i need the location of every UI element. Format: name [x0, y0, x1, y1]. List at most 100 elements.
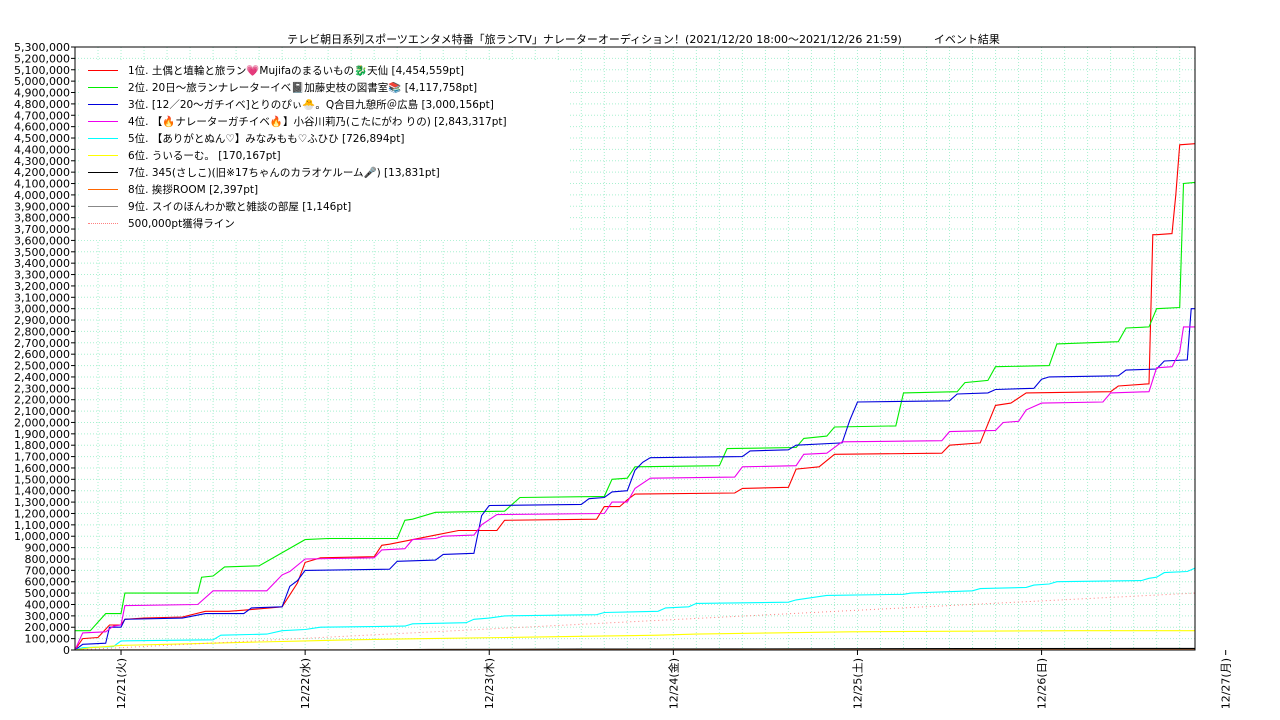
y-tick-label: 4,700,000: [14, 109, 70, 122]
y-tick-label: 1,100,000: [14, 519, 70, 532]
y-tick-label: 3,700,000: [14, 223, 70, 236]
y-tick-label: 2,400,000: [14, 371, 70, 384]
y-tick-label: 2,300,000: [14, 382, 70, 395]
legend-entry: 7位. 345(さしこ)(旧※17ちゃんのカラオケルーム🎤) [13,831pt…: [88, 164, 440, 181]
y-tick-label: 3,900,000: [14, 200, 70, 213]
legend-label: 6位. ういるーむ。 [170,167pt]: [128, 150, 281, 162]
legend-entry: 8位. 挨拶ROOM [2,397pt]: [88, 181, 258, 198]
y-tick-label: 5,300,000: [14, 41, 70, 54]
legend-entry: 4位. 【🔥ナレーターガチイベ🔥】小谷川莉乃(こたにがわ りの) [2,843,…: [88, 113, 507, 130]
legend-entry: 500,000pt獲得ライン: [88, 215, 235, 232]
y-tick-label: 4,100,000: [14, 178, 70, 191]
y-tick-label: 5,200,000: [14, 52, 70, 65]
legend-label: 8位. 挨拶ROOM [2,397pt]: [128, 184, 259, 196]
y-tick-label: 4,400,000: [14, 143, 70, 156]
y-tick-label: 700,000: [25, 564, 71, 577]
legend-swatch: [88, 223, 118, 224]
y-tick-label: 3,800,000: [14, 212, 70, 225]
y-tick-label: 2,000,000: [14, 416, 70, 429]
legend-swatch: [88, 121, 118, 122]
y-tick-label: 4,900,000: [14, 87, 70, 100]
y-tick-label: 200,000: [25, 621, 71, 634]
y-tick-label: 900,000: [25, 542, 71, 555]
chart-title-sub: イベント結果: [933, 33, 1000, 46]
y-tick-label: 5,100,000: [14, 64, 70, 77]
y-tick-label: 2,600,000: [14, 348, 70, 361]
legend-label: 2位. 20日〜旅ランナレーターイベ📓加藤史枝の図書室📚 [4,117,758p…: [128, 82, 478, 94]
y-tick-label: 3,500,000: [14, 246, 70, 259]
y-tick-label: 2,700,000: [14, 337, 70, 350]
legend-swatch: [88, 87, 118, 88]
y-tick-label: 4,500,000: [14, 132, 70, 145]
y-tick-label: 4,600,000: [14, 121, 70, 134]
legend-swatch: [88, 206, 118, 207]
y-tick-label: 1,000,000: [14, 530, 70, 543]
axes: 0100,000200,000300,000400,000500,000600,…: [14, 41, 1233, 709]
y-tick-label: 2,100,000: [14, 405, 70, 418]
series-line-10: [74, 592, 1196, 651]
chart-title-main: テレビ朝日系列スポーツエンタメ特番「旅ランTV」ナレーターオーディション！(20…: [287, 33, 902, 46]
legend-label: 9位. スイのほんわか歌と雑談の部屋 [1,146pt]: [128, 201, 352, 213]
y-tick-label: 1,600,000: [14, 462, 70, 475]
y-tick-label: 300,000: [25, 610, 71, 623]
y-tick-label: 2,200,000: [14, 394, 70, 407]
legend-swatch: [88, 70, 118, 71]
legend-entry: 5位. 【ありがとぬん♡】みなみもも♡ふひひ [726,894pt]: [88, 130, 404, 147]
y-tick-label: 1,700,000: [14, 451, 70, 464]
chart-title: テレビ朝日系列スポーツエンタメ特番「旅ランTV」ナレーターオーディション！(20…: [0, 18, 1280, 47]
legend-entry: 6位. ういるーむ。 [170,167pt]: [88, 147, 281, 164]
y-tick-label: 600,000: [25, 576, 71, 589]
y-tick-label: 2,500,000: [14, 360, 70, 373]
y-tick-label: 0: [63, 644, 70, 657]
x-tick-label: 12/22(水): [299, 658, 312, 709]
legend-entry: 3位. [12／20〜ガチイベ]とりのぴぃ🐣。Q合目九憩所＠広島 [3,000,…: [88, 96, 494, 113]
y-tick-label: 1,900,000: [14, 428, 70, 441]
x-tick-label: 12/24(金): [666, 658, 680, 709]
y-tick-label: 4,200,000: [14, 166, 70, 179]
x-tick-label: 12/27(月): [1220, 658, 1233, 709]
series-line-2: [75, 181, 1196, 632]
y-tick-label: 4,300,000: [14, 155, 70, 168]
y-tick-label: 500,000: [25, 587, 71, 600]
legend-label: 4位. 【🔥ナレーターガチイベ🔥】小谷川莉乃(こたにがわ りの) [2,843,…: [128, 116, 507, 128]
y-tick-label: 3,200,000: [14, 280, 70, 293]
x-tick-label: 12/26(日): [1036, 658, 1049, 709]
y-tick-label: 3,300,000: [14, 269, 70, 282]
x-tick-label: 12/23(木): [483, 658, 496, 709]
plot-frame: [74, 46, 1196, 651]
series-line-4: [74, 326, 1195, 651]
legend-swatch: [88, 138, 118, 139]
x-tick-label: 12/25(土): [851, 658, 864, 709]
y-tick-label: 4,000,000: [14, 189, 70, 202]
legend-label: 7位. 345(さしこ)(旧※17ちゃんのカラオケルーム🎤) [13,831pt…: [128, 167, 440, 179]
y-tick-label: 1,500,000: [14, 473, 70, 486]
y-tick-label: 2,900,000: [14, 314, 70, 327]
y-tick-label: 3,400,000: [14, 257, 70, 270]
y-tick-label: 1,200,000: [14, 507, 70, 520]
legend-swatch: [88, 155, 118, 156]
y-tick-label: 1,400,000: [14, 485, 70, 498]
legend-swatch: [88, 172, 118, 173]
series-line-3: [74, 308, 1195, 651]
y-tick-label: 2,800,000: [14, 325, 70, 338]
legend-label: 500,000pt獲得ライン: [128, 218, 235, 230]
y-tick-label: 5,000,000: [14, 75, 70, 88]
y-tick-label: 800,000: [25, 553, 71, 566]
y-tick-label: 100,000: [25, 633, 71, 646]
series-line-6: [74, 630, 1195, 651]
legend-swatch: [88, 189, 118, 190]
legend-label: 5位. 【ありがとぬん♡】みなみもも♡ふひひ [726,894pt]: [128, 133, 405, 145]
y-tick-label: 1,800,000: [14, 439, 70, 452]
legend-entry: 1位. 土偶と埴輪と旅ラン💗Mujifaのまるいもの🐉天仙 [4,454,559…: [88, 62, 464, 79]
x-tick-label: 12/21(火): [115, 658, 128, 709]
y-tick-label: 3,600,000: [14, 234, 70, 247]
legend-label: 1位. 土偶と埴輪と旅ラン💗Mujifaのまるいもの🐉天仙 [4,454,559…: [128, 65, 464, 77]
legend-swatch: [88, 104, 118, 105]
y-tick-label: 1,300,000: [14, 496, 70, 509]
y-tick-label: 3,000,000: [14, 303, 70, 316]
legend-label: 3位. [12／20〜ガチイベ]とりのぴぃ🐣。Q合目九憩所＠広島 [3,000,…: [128, 99, 494, 111]
y-tick-label: 4,800,000: [14, 98, 70, 111]
legend: 1位. 土偶と埴輪と旅ラン💗Mujifaのまるいもの🐉天仙 [4,454,559…: [80, 60, 570, 240]
legend-entry: 2位. 20日〜旅ランナレーターイベ📓加藤史枝の図書室📚 [4,117,758p…: [88, 79, 477, 96]
y-tick-label: 3,100,000: [14, 291, 70, 304]
